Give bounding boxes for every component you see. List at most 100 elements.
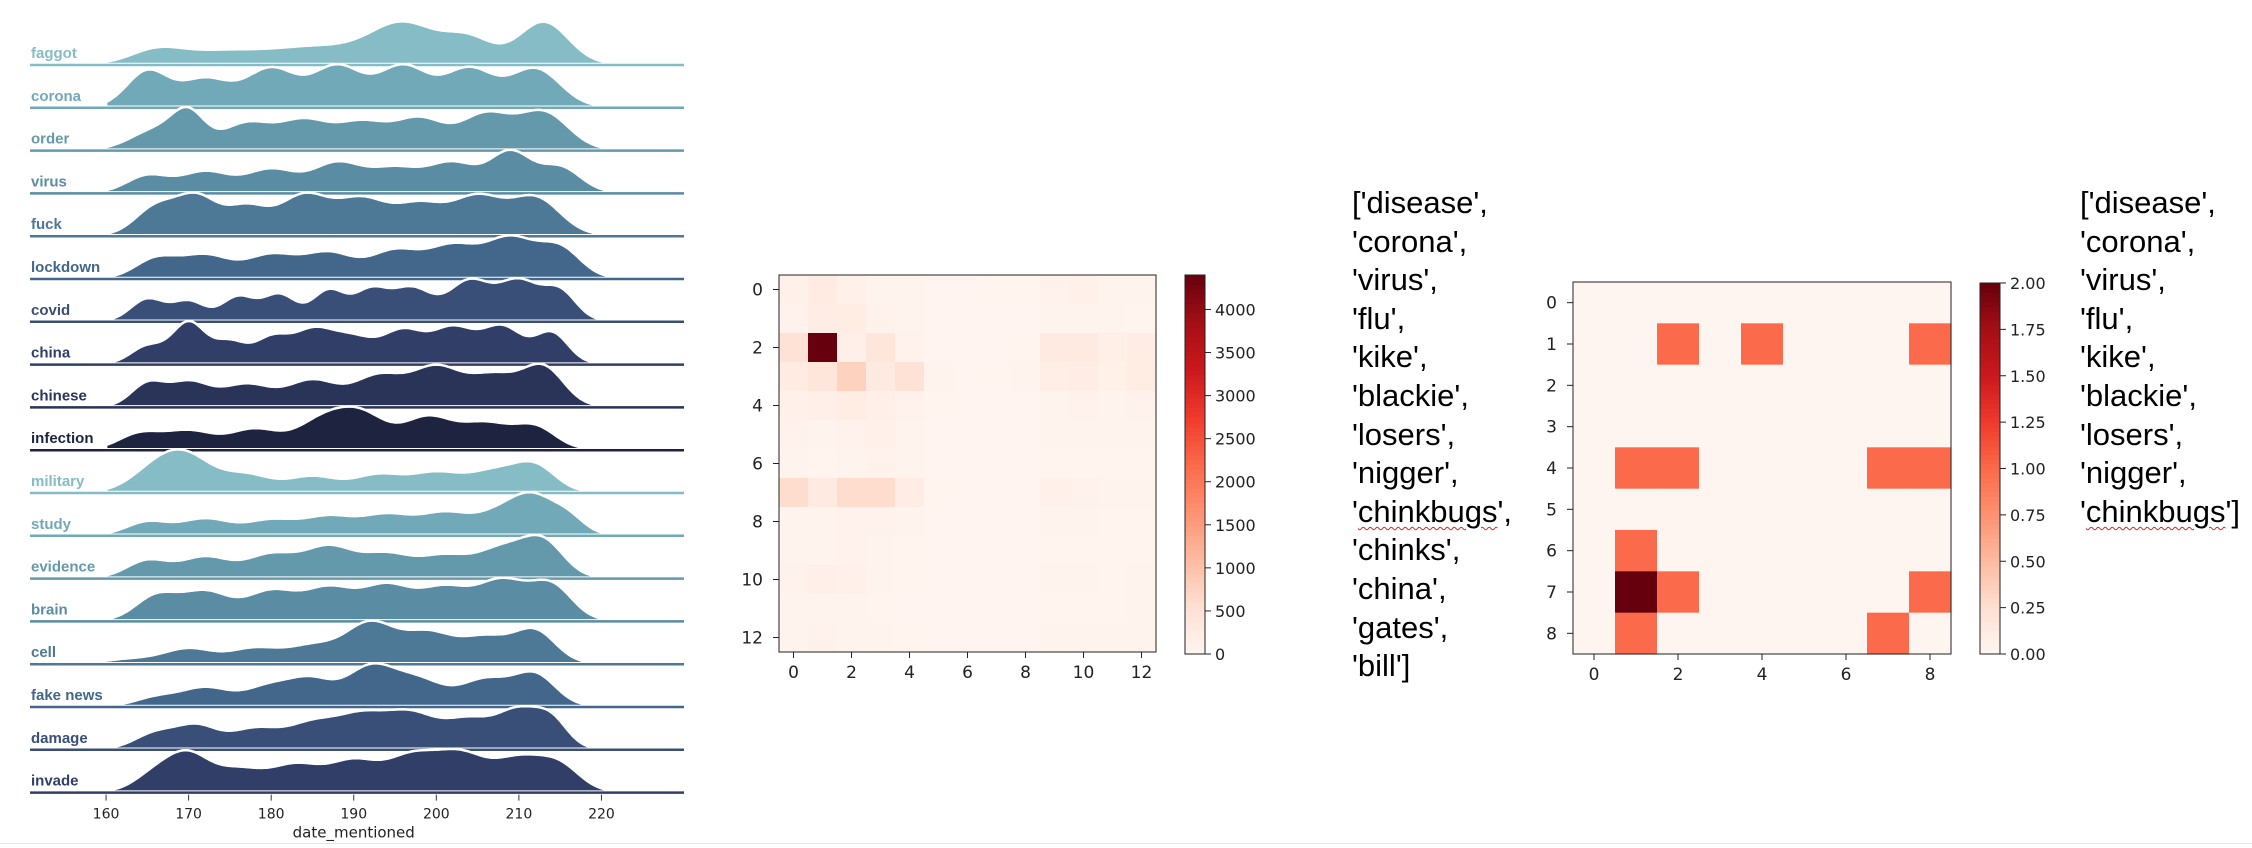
- heatmap-cell: [982, 362, 1012, 392]
- heatmap-cell: [982, 391, 1012, 421]
- heatmap-cell: [866, 565, 896, 595]
- heatmap-cell: [808, 507, 838, 537]
- colorbar-tick-label: 0.25: [2010, 599, 2046, 618]
- colorbar-segment: [1185, 284, 1205, 290]
- colorbar-tick-label: 1.75: [2010, 320, 2046, 339]
- y-tick-label: 1: [1546, 335, 1557, 355]
- colorbar-segment: [1185, 308, 1205, 314]
- heatmap-cell: [1098, 391, 1128, 421]
- heatmap-cell: [779, 333, 809, 363]
- x-tick-label: 4: [904, 663, 915, 683]
- colorbar-segment: [1980, 412, 2000, 419]
- heatmap-cell: [1069, 391, 1099, 421]
- ridgeline-chart: faggot corona order virus fuck lockdown covid c…: [30, 20, 684, 823]
- heatmap-cell: [982, 449, 1012, 479]
- heatmap-cell: [895, 333, 925, 363]
- word-list-2: ['disease','corona','virus','flu','kike'…: [2080, 184, 2240, 531]
- colorbar-segment: [1185, 568, 1205, 575]
- heatmap-cell: [1040, 420, 1070, 450]
- heatmap-cell: [779, 507, 809, 537]
- colorbar-segment: [1185, 388, 1205, 395]
- heatmap-cell: [924, 304, 954, 334]
- word-item: 'kike',: [2080, 339, 2156, 375]
- heatmap-cell: [1098, 623, 1128, 653]
- heatmap-cell: [1098, 333, 1128, 363]
- ridge-label: corona: [31, 88, 82, 105]
- ridge-label: cell: [31, 644, 56, 661]
- ridge-area-china: [104, 319, 618, 365]
- colorbar-segment: [1980, 380, 2000, 386]
- heatmap-cell: [895, 623, 925, 653]
- heatmap-cell: [866, 275, 896, 305]
- heatmap-cell: [1573, 530, 1616, 572]
- heatmap-cell: [1011, 362, 1041, 392]
- colorbar-tick-label: 500: [1215, 602, 1246, 621]
- heatmap-cell: [1127, 449, 1157, 479]
- colorbar-tick-label: 2000: [1215, 473, 1256, 492]
- heatmap-cell: [1909, 364, 1952, 407]
- heatmap-cell: [1615, 488, 1658, 531]
- ridge-area-corona: [104, 62, 620, 109]
- colorbar-segment: [1185, 450, 1205, 456]
- heatmap-cell: [1011, 275, 1041, 305]
- ridge-area-faggot: [104, 20, 620, 66]
- word-item: 'flu',: [1352, 300, 1406, 336]
- ridge-area-fake-news: [104, 662, 618, 708]
- word-item: 'chinkbugs']: [2080, 493, 2241, 529]
- colorbar-segment: [1980, 482, 2000, 488]
- colorbar-segment: [1185, 521, 1205, 527]
- heatmap-cell: [1011, 536, 1041, 566]
- colorbar-segment: [1185, 341, 1205, 347]
- heatmap-cell: [837, 594, 867, 624]
- heatmap-cell: [924, 565, 954, 595]
- colorbar-tick-label: 0: [1215, 645, 1225, 664]
- heatmap-cell: [1573, 282, 1616, 324]
- heatmap-cell: [779, 478, 809, 508]
- colorbar-segment: [1185, 616, 1205, 622]
- colorbar-segment: [1980, 459, 2000, 465]
- colorbar-segment: [1980, 598, 2000, 604]
- colorbar-segment: [1185, 464, 1205, 470]
- heatmap-cell: [866, 449, 896, 479]
- y-tick-label: 4: [1546, 459, 1557, 479]
- colorbar-segment: [1980, 565, 2000, 572]
- x-tick-label: 200: [423, 807, 450, 823]
- colorbar-segment: [1980, 454, 2000, 460]
- heatmap-cell: [866, 507, 896, 537]
- colorbar-segment: [1185, 360, 1205, 366]
- heatmap-cell: [1825, 323, 1868, 366]
- colorbar-segment: [1185, 611, 1205, 617]
- heatmap-cell: [1040, 565, 1070, 595]
- heatmap-chart-2: 0 2 4 6 8 0 1 2 3 4 5 6 7 8 0.00 0.25 0.50 0.75 1.00 1.25 1.…: [1546, 274, 2045, 685]
- colorbar-segment: [1185, 507, 1205, 513]
- heatmap-cell: [1069, 565, 1099, 595]
- colorbar-segment: [1980, 649, 2000, 655]
- colorbar-segment: [1185, 440, 1205, 447]
- colorbar-segment: [1980, 556, 2000, 562]
- colorbar-segment: [1980, 417, 2000, 423]
- colorbar-segment: [1980, 616, 2000, 623]
- heatmap-cell: [1098, 594, 1128, 624]
- heatmap-cell: [953, 478, 983, 508]
- colorbar-tick-label: 2.00: [2010, 274, 2046, 293]
- heatmap-cell: [1699, 571, 1742, 614]
- colorbar-tick-label: 0.50: [2010, 552, 2046, 571]
- ridge-label: infection: [31, 430, 94, 447]
- colorbar-segment: [1185, 383, 1205, 390]
- heatmap-cell: [1011, 478, 1041, 508]
- ridge-area-military: [104, 448, 618, 494]
- heatmap-cell: [1657, 530, 1700, 572]
- heatmap-cell: [1069, 304, 1099, 334]
- colorbar-segment: [1185, 535, 1205, 541]
- heatmap-cell: [779, 623, 809, 653]
- word-item: 'nigger',: [1352, 455, 1459, 491]
- heatmap-cell: [1615, 612, 1658, 655]
- colorbar-segment: [1980, 551, 2000, 558]
- ridge-area-brain: [104, 576, 620, 622]
- heatmap-cell: [924, 362, 954, 392]
- colorbar-segment: [1185, 365, 1205, 371]
- x-tick-label: 6: [962, 663, 973, 683]
- y-tick-label: 12: [741, 629, 763, 649]
- x-tick-label: 2: [846, 663, 857, 683]
- word-item: 'gates',: [1352, 609, 1449, 645]
